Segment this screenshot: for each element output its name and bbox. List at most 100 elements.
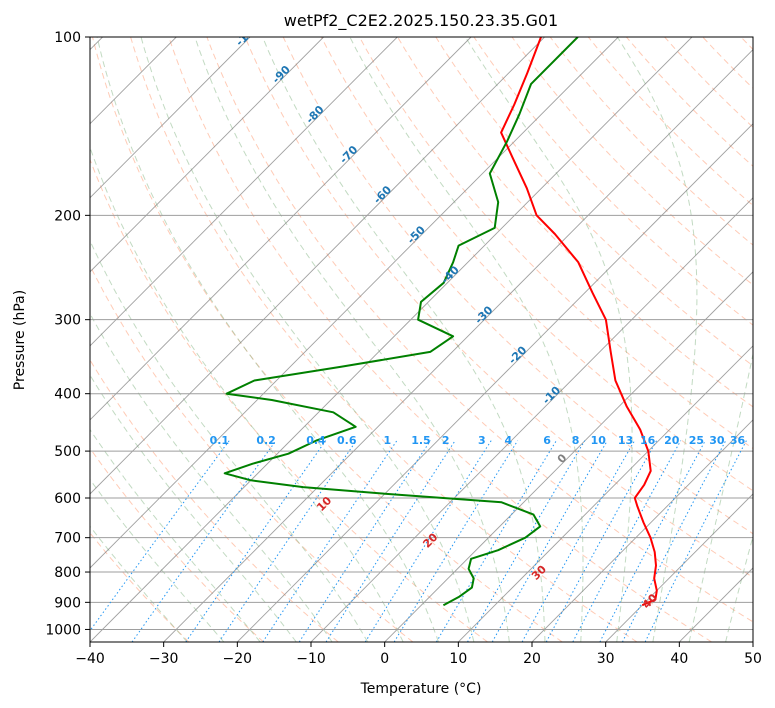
y-tick-label: 600 bbox=[54, 491, 81, 507]
y-tick-label: 900 bbox=[54, 595, 81, 611]
dry-adiabat-label: 20 bbox=[420, 530, 440, 550]
x-tick-label: 40 bbox=[670, 651, 688, 667]
temperature-profile-line bbox=[500, 37, 658, 607]
profiles bbox=[223, 37, 658, 607]
dry-adiabat-line bbox=[435, 37, 753, 367]
mixing-ratio-line bbox=[325, 440, 456, 642]
x-tick-label: 20 bbox=[523, 651, 541, 667]
mixing-ratio-label: 0.1 bbox=[210, 434, 230, 447]
isotherm-line bbox=[531, 419, 753, 642]
mixing-ratio-label: 30 bbox=[709, 434, 725, 447]
mixing-ratio-label: 20 bbox=[664, 434, 680, 447]
x-tick-label: 50 bbox=[744, 651, 762, 667]
dry-adiabat-line bbox=[664, 37, 753, 128]
mixing-ratio-line bbox=[599, 440, 706, 642]
isotherm-line bbox=[236, 123, 753, 642]
mixing-ratio-line bbox=[90, 440, 230, 632]
y-tick-label: 500 bbox=[54, 444, 81, 460]
dry-adiabat-line bbox=[397, 37, 753, 408]
line-labels: 0.1 0.2 0.4 0.6 1 1.5 2 3 4 6 8 10 13 16 20 25 30 36-100-… bbox=[210, 20, 746, 611]
isotherm-line bbox=[310, 197, 753, 642]
isotherm-line bbox=[90, 37, 251, 199]
x-tick-label: −10 bbox=[296, 651, 326, 667]
mixing-ratio-label: 8 bbox=[572, 434, 580, 447]
isotherm-line bbox=[90, 37, 693, 642]
isotherm-line bbox=[90, 37, 619, 569]
y-tick-label: 100 bbox=[54, 30, 81, 46]
mixing-ratio-label: 10 bbox=[591, 434, 607, 447]
moist-adiabat-line bbox=[90, 478, 225, 642]
mixing-ratio-label: 0.2 bbox=[256, 434, 276, 447]
isotherm-line bbox=[678, 567, 753, 642]
dry-adiabat-line bbox=[130, 37, 638, 642]
mixing-ratio-label: 1 bbox=[383, 434, 391, 447]
mixing-ratio-line bbox=[185, 440, 327, 642]
mixing-ratio-label: 0.6 bbox=[337, 434, 357, 447]
mixing-ratio-label: 36 bbox=[730, 434, 746, 447]
isotherm-line bbox=[163, 49, 753, 642]
dry-adiabat-line bbox=[587, 37, 753, 207]
x-tick-label: 10 bbox=[449, 651, 467, 667]
dry-adiabat-label: 30 bbox=[529, 562, 549, 582]
y-tick-label: 1000 bbox=[45, 622, 81, 638]
mixing-ratio-line bbox=[364, 440, 492, 642]
background-lines bbox=[90, 37, 753, 642]
y-tick-label: 200 bbox=[54, 208, 81, 224]
dry-adiabat-line bbox=[90, 158, 488, 642]
dry-adiabat-line bbox=[740, 37, 753, 51]
moist-adiabat-line bbox=[90, 374, 297, 642]
moist-adiabat-line bbox=[194, 37, 510, 642]
moist-adiabat-line bbox=[616, 37, 698, 642]
isotherm-label: -10 bbox=[540, 383, 563, 406]
isotherm-line bbox=[605, 493, 753, 642]
x-tick-label: −40 bbox=[75, 651, 105, 667]
x-tick-label: 0 bbox=[380, 651, 389, 667]
moist-adiabat-line bbox=[140, 37, 475, 642]
dry-adiabat-line bbox=[90, 447, 264, 642]
mixing-ratio-label: 25 bbox=[689, 434, 704, 447]
mixing-ratio-line bbox=[298, 440, 431, 642]
dry-adiabat-line bbox=[320, 37, 753, 492]
mixing-ratio-line bbox=[393, 440, 519, 642]
mixing-ratio-line bbox=[218, 440, 357, 642]
dry-adiabat-line bbox=[92, 37, 563, 642]
mixing-ratio-line bbox=[435, 440, 557, 642]
x-axis-label: Temperature (°C) bbox=[360, 681, 482, 697]
isotherm-label: -50 bbox=[405, 223, 428, 246]
dry-adiabat-line bbox=[549, 37, 753, 246]
mixing-ratio-line bbox=[131, 440, 277, 642]
mixing-ratio-label: 1.5 bbox=[411, 434, 431, 447]
moist-adiabat-line bbox=[349, 37, 584, 642]
isotherm-line bbox=[457, 345, 753, 642]
axes: −40 −30 −20 −10 0 10 20 30 40 5010020030040050060… bbox=[45, 30, 762, 667]
mixing-ratio-line bbox=[262, 440, 398, 642]
x-tick-label: −30 bbox=[149, 651, 179, 667]
dry-adiabat-line bbox=[206, 37, 753, 623]
isotherm-label: -70 bbox=[337, 143, 360, 166]
isotherm-line bbox=[90, 37, 398, 347]
chart-title: wetPf2_C2E2.2025.150.23.35.G01 bbox=[284, 11, 558, 31]
mixing-ratio-label: 2 bbox=[442, 434, 450, 447]
dry-adiabat-line bbox=[90, 264, 414, 642]
mixing-ratio-label: 4 bbox=[505, 434, 513, 447]
dry-adiabat-line bbox=[282, 37, 753, 535]
mixing-ratio-label: 16 bbox=[640, 434, 656, 447]
y-axis-label: Pressure (hPa) bbox=[12, 290, 28, 390]
isotherm-label: -80 bbox=[303, 103, 326, 126]
mixing-ratio-label: 13 bbox=[618, 434, 633, 447]
dry-adiabat-line bbox=[90, 532, 190, 642]
moist-adiabat-line bbox=[688, 351, 753, 642]
isotherm-line bbox=[90, 37, 324, 273]
y-tick-label: 800 bbox=[54, 565, 81, 581]
isotherm-line bbox=[90, 37, 545, 495]
isotherm-label: -100 bbox=[233, 20, 262, 49]
isotherm-line bbox=[752, 641, 753, 642]
y-tick-label: 300 bbox=[54, 313, 81, 329]
y-tick-label: 700 bbox=[54, 531, 81, 547]
dry-adiabat-line bbox=[90, 358, 339, 642]
moist-adiabat-line bbox=[90, 525, 188, 642]
dry-adiabat-line bbox=[473, 37, 753, 326]
isotherm-line bbox=[90, 37, 472, 421]
mixing-ratio-label: 6 bbox=[543, 434, 551, 447]
